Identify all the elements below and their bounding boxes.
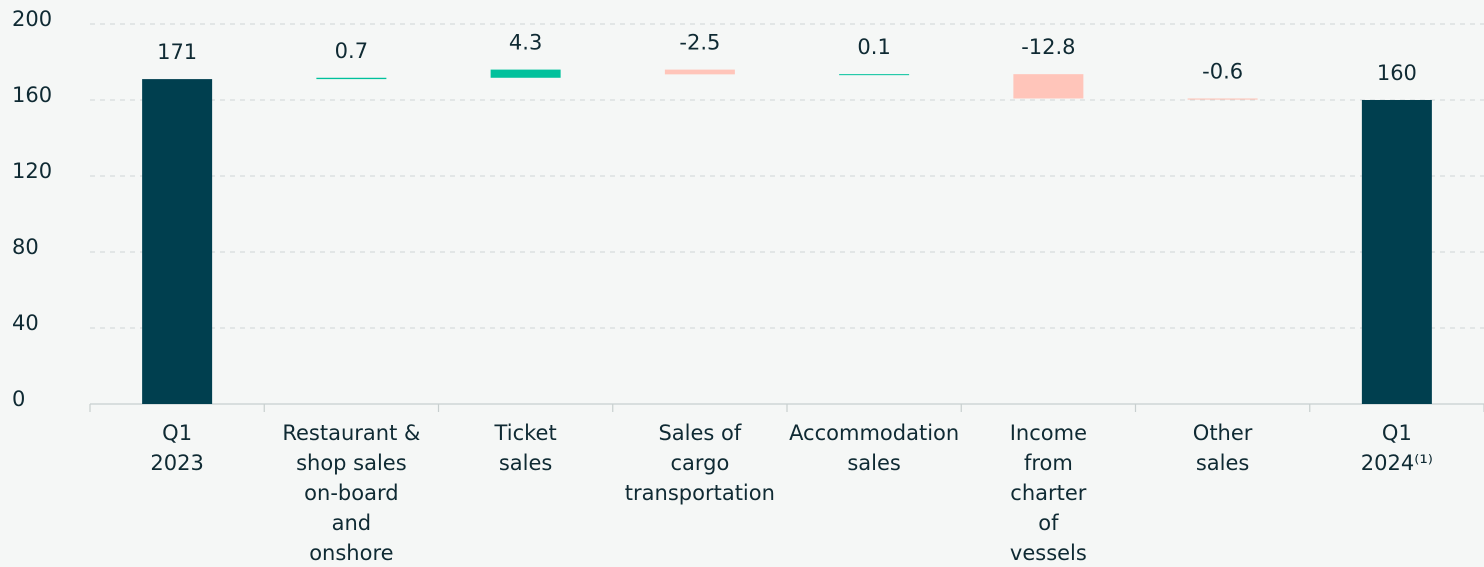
x-tick-label: shop sales [296, 451, 407, 475]
x-tick-label: charter [1010, 481, 1087, 505]
x-tick-label: Q1 [1382, 421, 1412, 445]
x-tick-label: Sales of [658, 421, 741, 445]
x-tick-label: Other [1193, 421, 1253, 445]
x-tick-label: from [1024, 451, 1073, 475]
bar [316, 77, 387, 80]
x-tick-label: sales [499, 451, 553, 475]
x-tick-label: Accommodation [789, 421, 959, 445]
bar [839, 74, 910, 76]
value-label: -12.8 [1021, 35, 1075, 59]
x-tick-label: 2023 [150, 451, 203, 475]
x-tick-label: Q1 [162, 421, 192, 445]
x-tick-label: vessels [1010, 541, 1087, 565]
x-tick-label: Ticket [494, 421, 557, 445]
x-tick-label: Restaurant & [282, 421, 420, 445]
y-tick-label: 120 [12, 159, 52, 183]
x-tick-label: on-board [304, 481, 398, 505]
bar [1361, 100, 1432, 404]
bar [142, 79, 213, 404]
value-label: 171 [157, 40, 197, 64]
x-tick-label: onshore [309, 541, 393, 565]
value-label: -2.5 [679, 31, 720, 55]
x-tick-label: transportation [625, 481, 775, 505]
x-tick-label: Income [1010, 421, 1087, 445]
bar [664, 69, 735, 75]
x-tick-label: of [1038, 511, 1059, 535]
value-label: 0.1 [857, 35, 890, 59]
value-label: 4.3 [509, 31, 542, 55]
value-label: 0.7 [335, 39, 368, 63]
x-tick-label: sales [847, 451, 901, 475]
y-tick-label: 40 [12, 311, 39, 335]
x-tick-label: sales [1196, 451, 1250, 475]
value-label: 160 [1377, 61, 1417, 85]
x-tick-label: and [332, 511, 372, 535]
x-tick-label: 2024⁽¹⁾ [1361, 451, 1433, 475]
y-tick-label: 80 [12, 235, 39, 259]
bar [490, 69, 561, 78]
bar [1187, 98, 1258, 100]
y-tick-label: 160 [12, 83, 52, 107]
value-label: -0.6 [1202, 59, 1243, 83]
bar [1013, 74, 1084, 99]
y-tick-label: 0 [12, 387, 25, 411]
x-tick-label: cargo [670, 451, 729, 475]
y-tick-label: 200 [12, 7, 52, 31]
